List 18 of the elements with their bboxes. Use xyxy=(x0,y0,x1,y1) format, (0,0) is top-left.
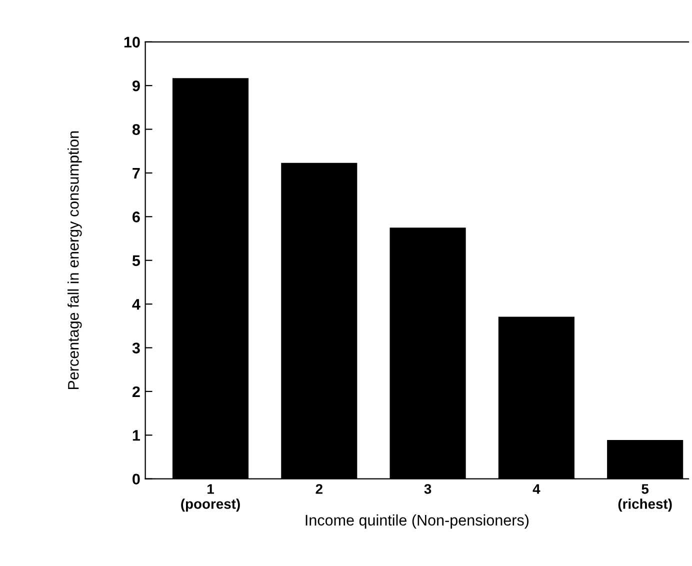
y-tick-label: 3 xyxy=(132,342,140,354)
y-tick-label: 4 xyxy=(132,299,140,310)
y-tick-label: 0 xyxy=(132,474,140,485)
x-tick-label: 2 xyxy=(316,484,322,494)
x-tick-label: 1 (poorest) xyxy=(181,484,240,512)
y-tick-label: 5 xyxy=(132,255,140,266)
x-tick-label: 4 xyxy=(532,484,540,494)
x-tick-label: 5 (richest) xyxy=(618,484,672,512)
y-tick-label: 2 xyxy=(132,386,140,397)
y-tick-label: 8 xyxy=(132,124,140,135)
x-tick-label: 3 xyxy=(424,484,432,494)
y-axis-title: Percentage fall in energy consumption xyxy=(68,131,82,390)
y-tick-label: 6 xyxy=(132,212,140,222)
x-axis-title: Income quintile (Non-pensioners) xyxy=(306,514,529,529)
y-tick-label: 7 xyxy=(132,168,140,179)
y-tick-label: 10 xyxy=(124,36,140,48)
y-tick-label: 1 xyxy=(132,430,140,441)
y-tick-label: 9 xyxy=(132,80,140,92)
